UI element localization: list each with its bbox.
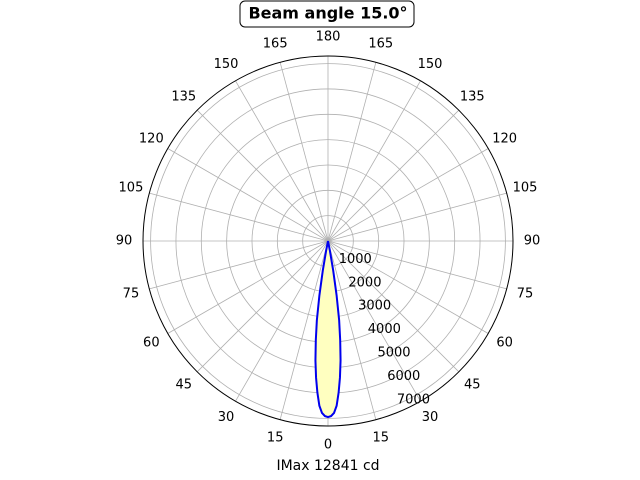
beam-area [315,241,341,418]
r-tick-label: 7000 [397,392,430,407]
theta-tick-label: 15 [267,431,284,446]
theta-tick-label: 90 [116,234,133,249]
grid-spoke [167,148,329,242]
theta-tick-label: 135 [460,89,485,104]
x-axis-label: IMax 12841 cd [276,458,379,474]
grid-spoke [327,240,377,420]
grid-spoke [235,80,329,242]
grid-spoke [327,109,460,242]
theta-tick-label: 0 [324,438,332,453]
theta-tick-label: 105 [513,181,538,196]
outer-circle [142,55,514,427]
theta-tick-label: 165 [263,36,288,51]
grid-spoke [235,240,329,402]
grid-spoke [149,240,329,290]
r-tick-label: 3000 [358,299,391,314]
title-box [239,0,415,28]
grid-spoke [327,62,377,242]
theta-tick-label: 45 [175,378,192,393]
grid-spoke [327,148,489,242]
theta-tick-label: 180 [316,30,341,45]
r-tick-label: 1000 [339,252,372,267]
grid-spoke [327,80,421,242]
theta-tick-label: 165 [368,36,393,51]
theta-tick-label: 30 [422,410,439,425]
grid-spoke [279,240,329,420]
r-tick-label: 5000 [377,346,410,361]
theta-tick-label: 75 [123,286,140,301]
theta-tick-label: 15 [373,431,390,446]
r-tick-label: 6000 [387,369,420,384]
grid-spoke [167,240,329,334]
r-tick-label: 4000 [368,322,401,337]
chart-title: Beam angle 15.0° [248,4,407,23]
grid-spoke [149,192,329,242]
grid-spoke [327,240,507,290]
theta-tick-label: 75 [517,286,534,301]
grid-spoke [196,240,329,373]
theta-tick-label: 105 [119,181,144,196]
theta-tick-label: 30 [218,410,235,425]
theta-tick-label: 60 [496,336,513,351]
theta-tick-label: 150 [418,57,443,72]
grid-spoke [327,240,421,402]
theta-tick-label: 135 [171,89,196,104]
theta-tick-label: 120 [492,132,517,147]
theta-tick-label: 45 [464,378,481,393]
grid-spoke [327,240,460,373]
grid-spoke [279,62,329,242]
grid-spoke [327,240,489,334]
grid-spoke [327,192,507,242]
grid-ring [150,63,506,419]
theta-tick-label: 60 [143,336,160,351]
theta-tick-label: 120 [139,132,164,147]
beam-line [314,240,342,419]
r-tick-label: 2000 [348,275,381,290]
theta-tick-label: 150 [214,57,239,72]
grid-spoke [196,109,329,242]
theta-tick-label: 90 [524,234,541,249]
